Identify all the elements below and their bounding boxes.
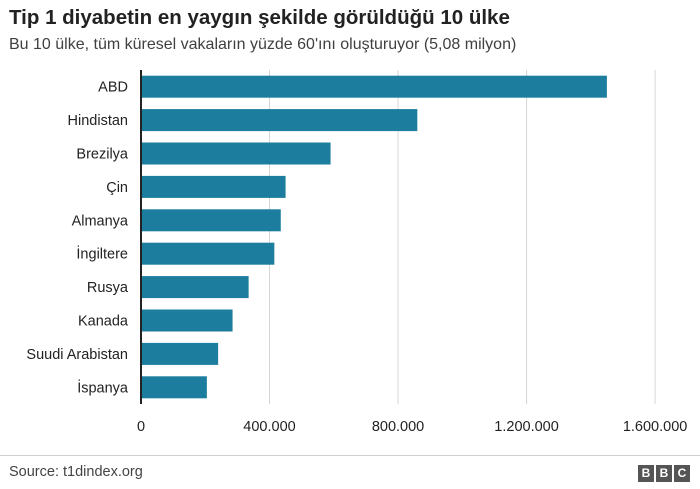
bar [141, 175, 286, 198]
category-label: Brezilya [76, 147, 129, 163]
category-label: Hindistan [68, 113, 128, 129]
category-label: Rusya [87, 280, 129, 296]
category-label: Almanya [72, 213, 129, 229]
category-label: İngiltere [76, 245, 128, 263]
bar [141, 276, 249, 299]
x-tick-label: 0 [137, 419, 145, 435]
chart-title: Tip 1 diyabetin en yaygın şekilde görüld… [9, 6, 510, 29]
bar [141, 242, 275, 265]
bar [141, 376, 207, 399]
bar [141, 142, 331, 165]
bar [141, 309, 233, 332]
footer-divider [0, 455, 700, 456]
bbc-logo: B B C [638, 465, 690, 482]
logo-letter: B [638, 465, 654, 482]
category-label: İspanya [77, 378, 129, 396]
category-label: Çin [106, 180, 128, 196]
logo-letter: B [656, 465, 672, 482]
bar [141, 209, 281, 232]
logo-letter: C [674, 465, 690, 482]
source-note: Source: t1dindex.org [9, 464, 143, 480]
bar [141, 109, 418, 132]
category-label: Suudi Arabistan [26, 347, 128, 363]
category-label: Kanada [78, 314, 129, 330]
bar [141, 75, 607, 98]
x-tick-label: 800.000 [372, 419, 424, 435]
bar [141, 342, 219, 365]
x-tick-label: 1.200.000 [494, 419, 559, 435]
x-tick-label: 1.600.000 [623, 419, 688, 435]
bar-chart: ABD Hindistan Brezilya Çin Almanya İngiltere R… [26, 70, 688, 435]
chart-subtitle: Bu 10 ülke, tüm küresel vakaların yüzde … [9, 36, 517, 53]
category-label: ABD [98, 80, 128, 96]
x-tick-label: 400.000 [243, 419, 295, 435]
